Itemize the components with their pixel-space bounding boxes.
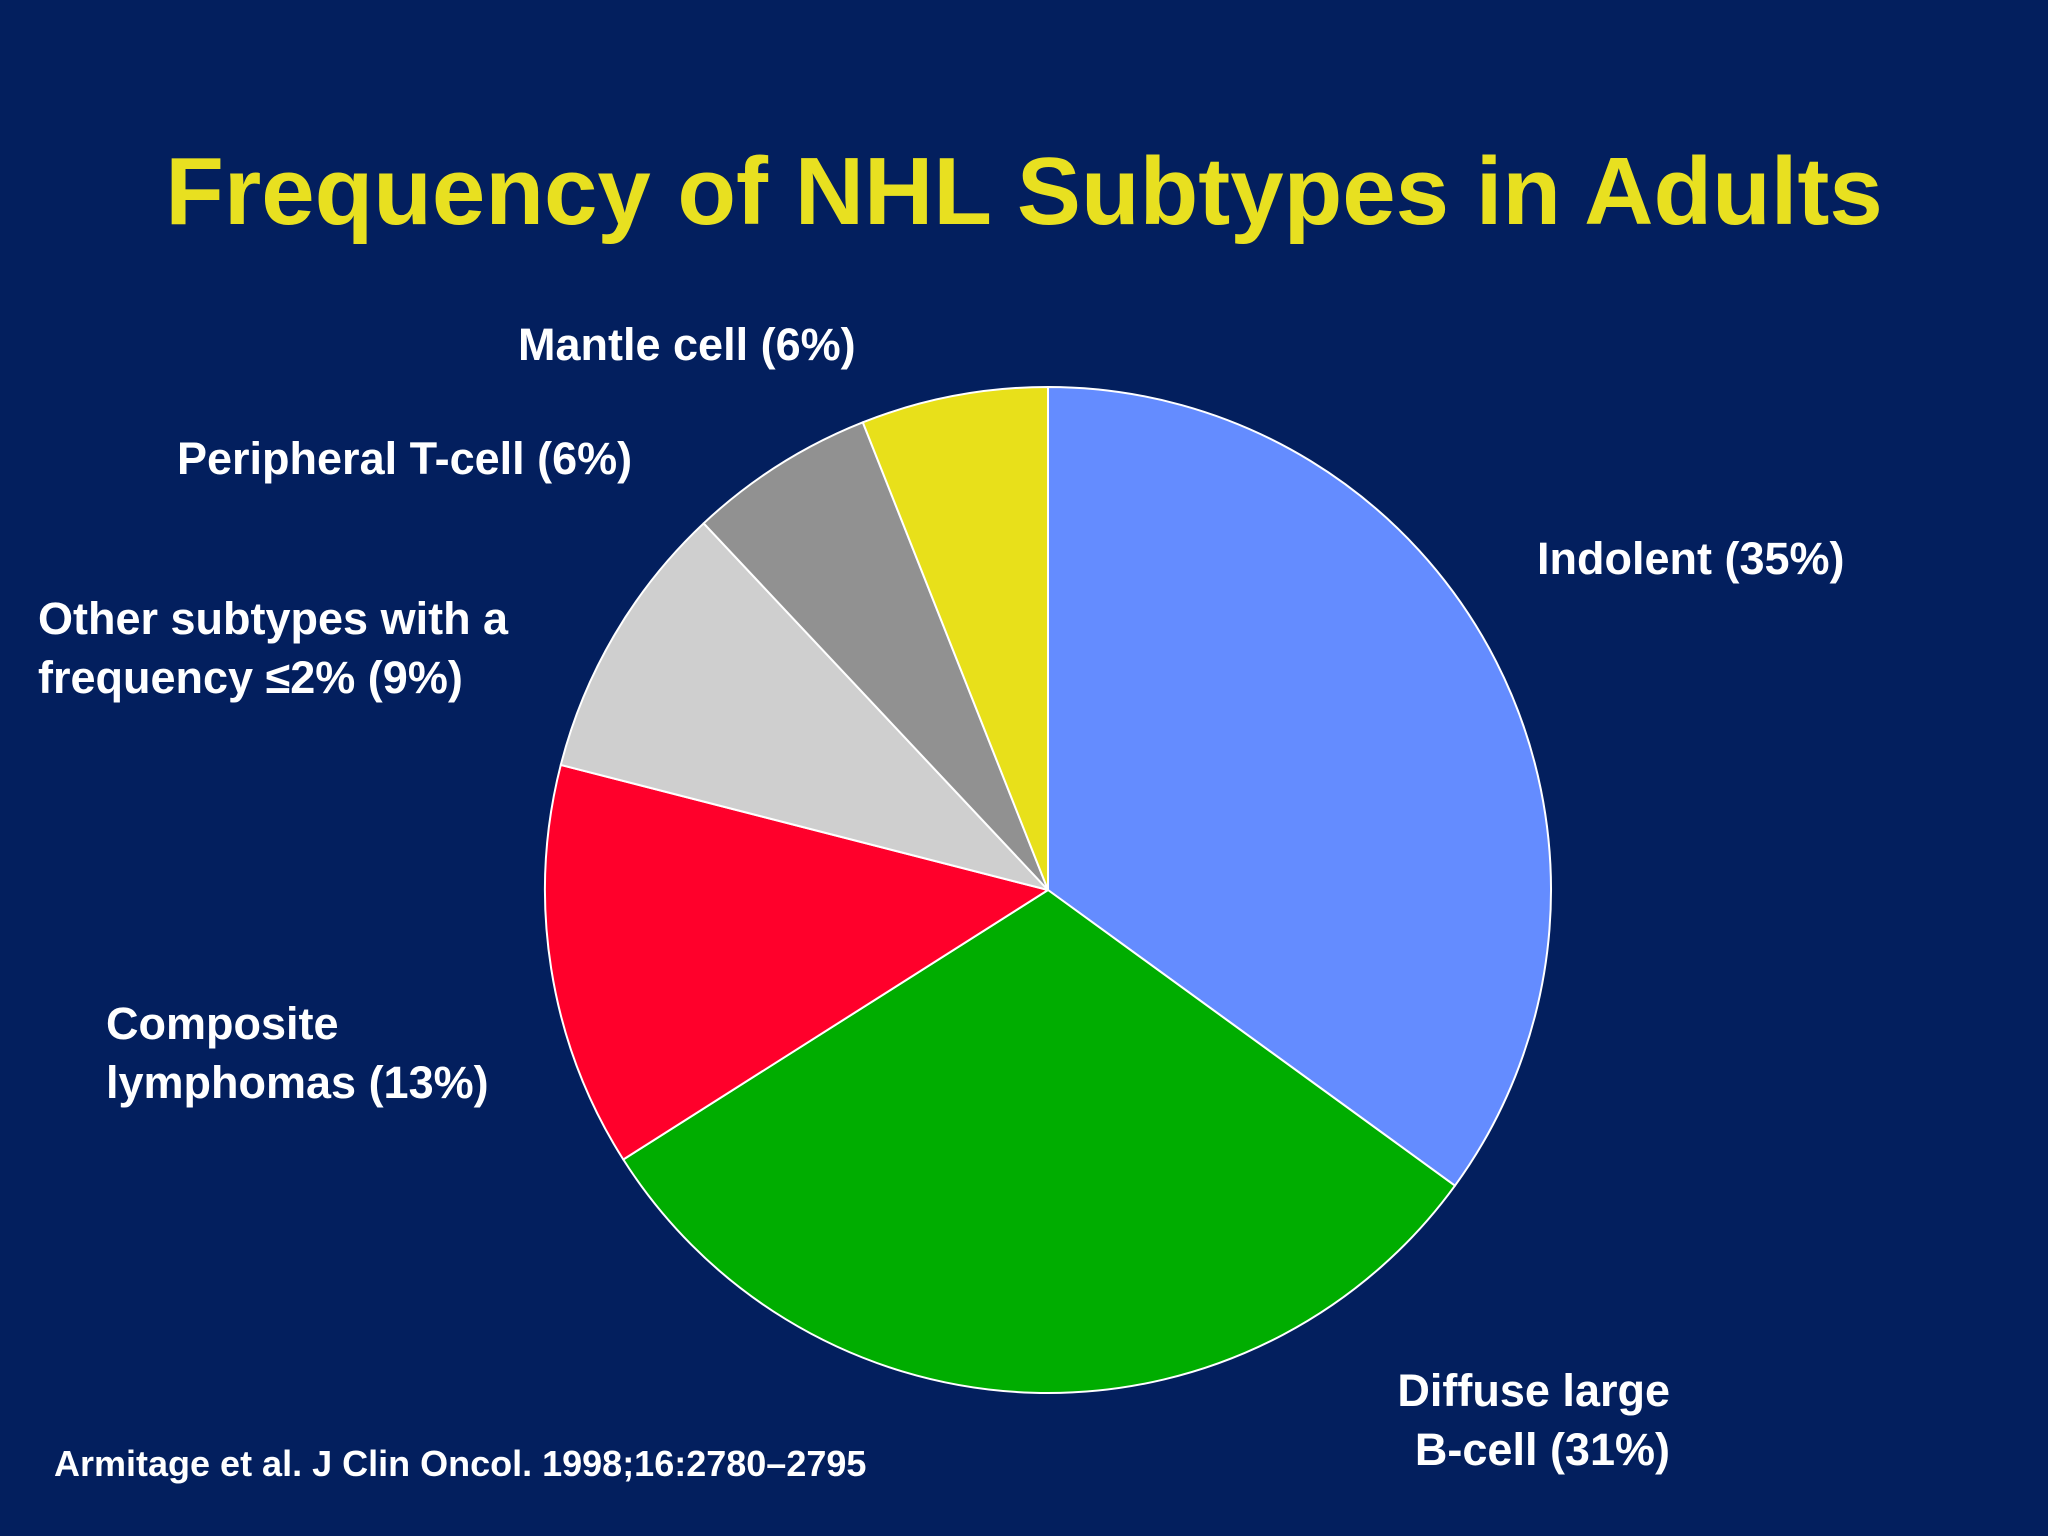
pie-slice-dlbcl bbox=[622, 889, 1456, 1394]
slice-label-line: Composite bbox=[106, 998, 339, 1049]
slice-label-line: Diffuse large bbox=[1397, 1365, 1670, 1416]
slice-label-line: frequency ≤2% (9%) bbox=[38, 651, 463, 703]
label-dlbcl: Diffuse large B-cell (31%) bbox=[1330, 1362, 1670, 1479]
pie-slice-indolent bbox=[1047, 386, 1553, 1187]
label-composite: Composite lymphomas (13%) bbox=[106, 995, 489, 1112]
slice-label-line: Other subtypes with a bbox=[38, 593, 509, 644]
slice-label-line: B-cell (31%) bbox=[1414, 1423, 1670, 1475]
slice-label-line: Peripheral T-cell (6%) bbox=[177, 433, 633, 484]
label-mantle: Mantle cell (6%) bbox=[518, 316, 856, 375]
slice-label-line: Mantle cell (6%) bbox=[518, 319, 856, 370]
label-indolent: Indolent (35%) bbox=[1537, 530, 1845, 589]
label-other: Other subtypes with a frequency ≤2% (9%) bbox=[38, 590, 508, 707]
pie-slice-composite bbox=[544, 763, 1049, 1161]
pie-slice-ptcl bbox=[702, 421, 1049, 891]
slide-title: Frequency of NHL Subtypes in Adults bbox=[165, 138, 1883, 245]
label-ptcl: Peripheral T-cell (6%) bbox=[177, 430, 632, 489]
pie-slice-other bbox=[559, 522, 1049, 891]
slice-label-line: Indolent (35%) bbox=[1537, 533, 1845, 584]
citation: Armitage et al. J Clin Oncol. 1998;16:27… bbox=[54, 1443, 867, 1484]
pie-slice-mantle bbox=[861, 386, 1049, 891]
slice-label-line: lymphomas (13%) bbox=[106, 1056, 489, 1108]
